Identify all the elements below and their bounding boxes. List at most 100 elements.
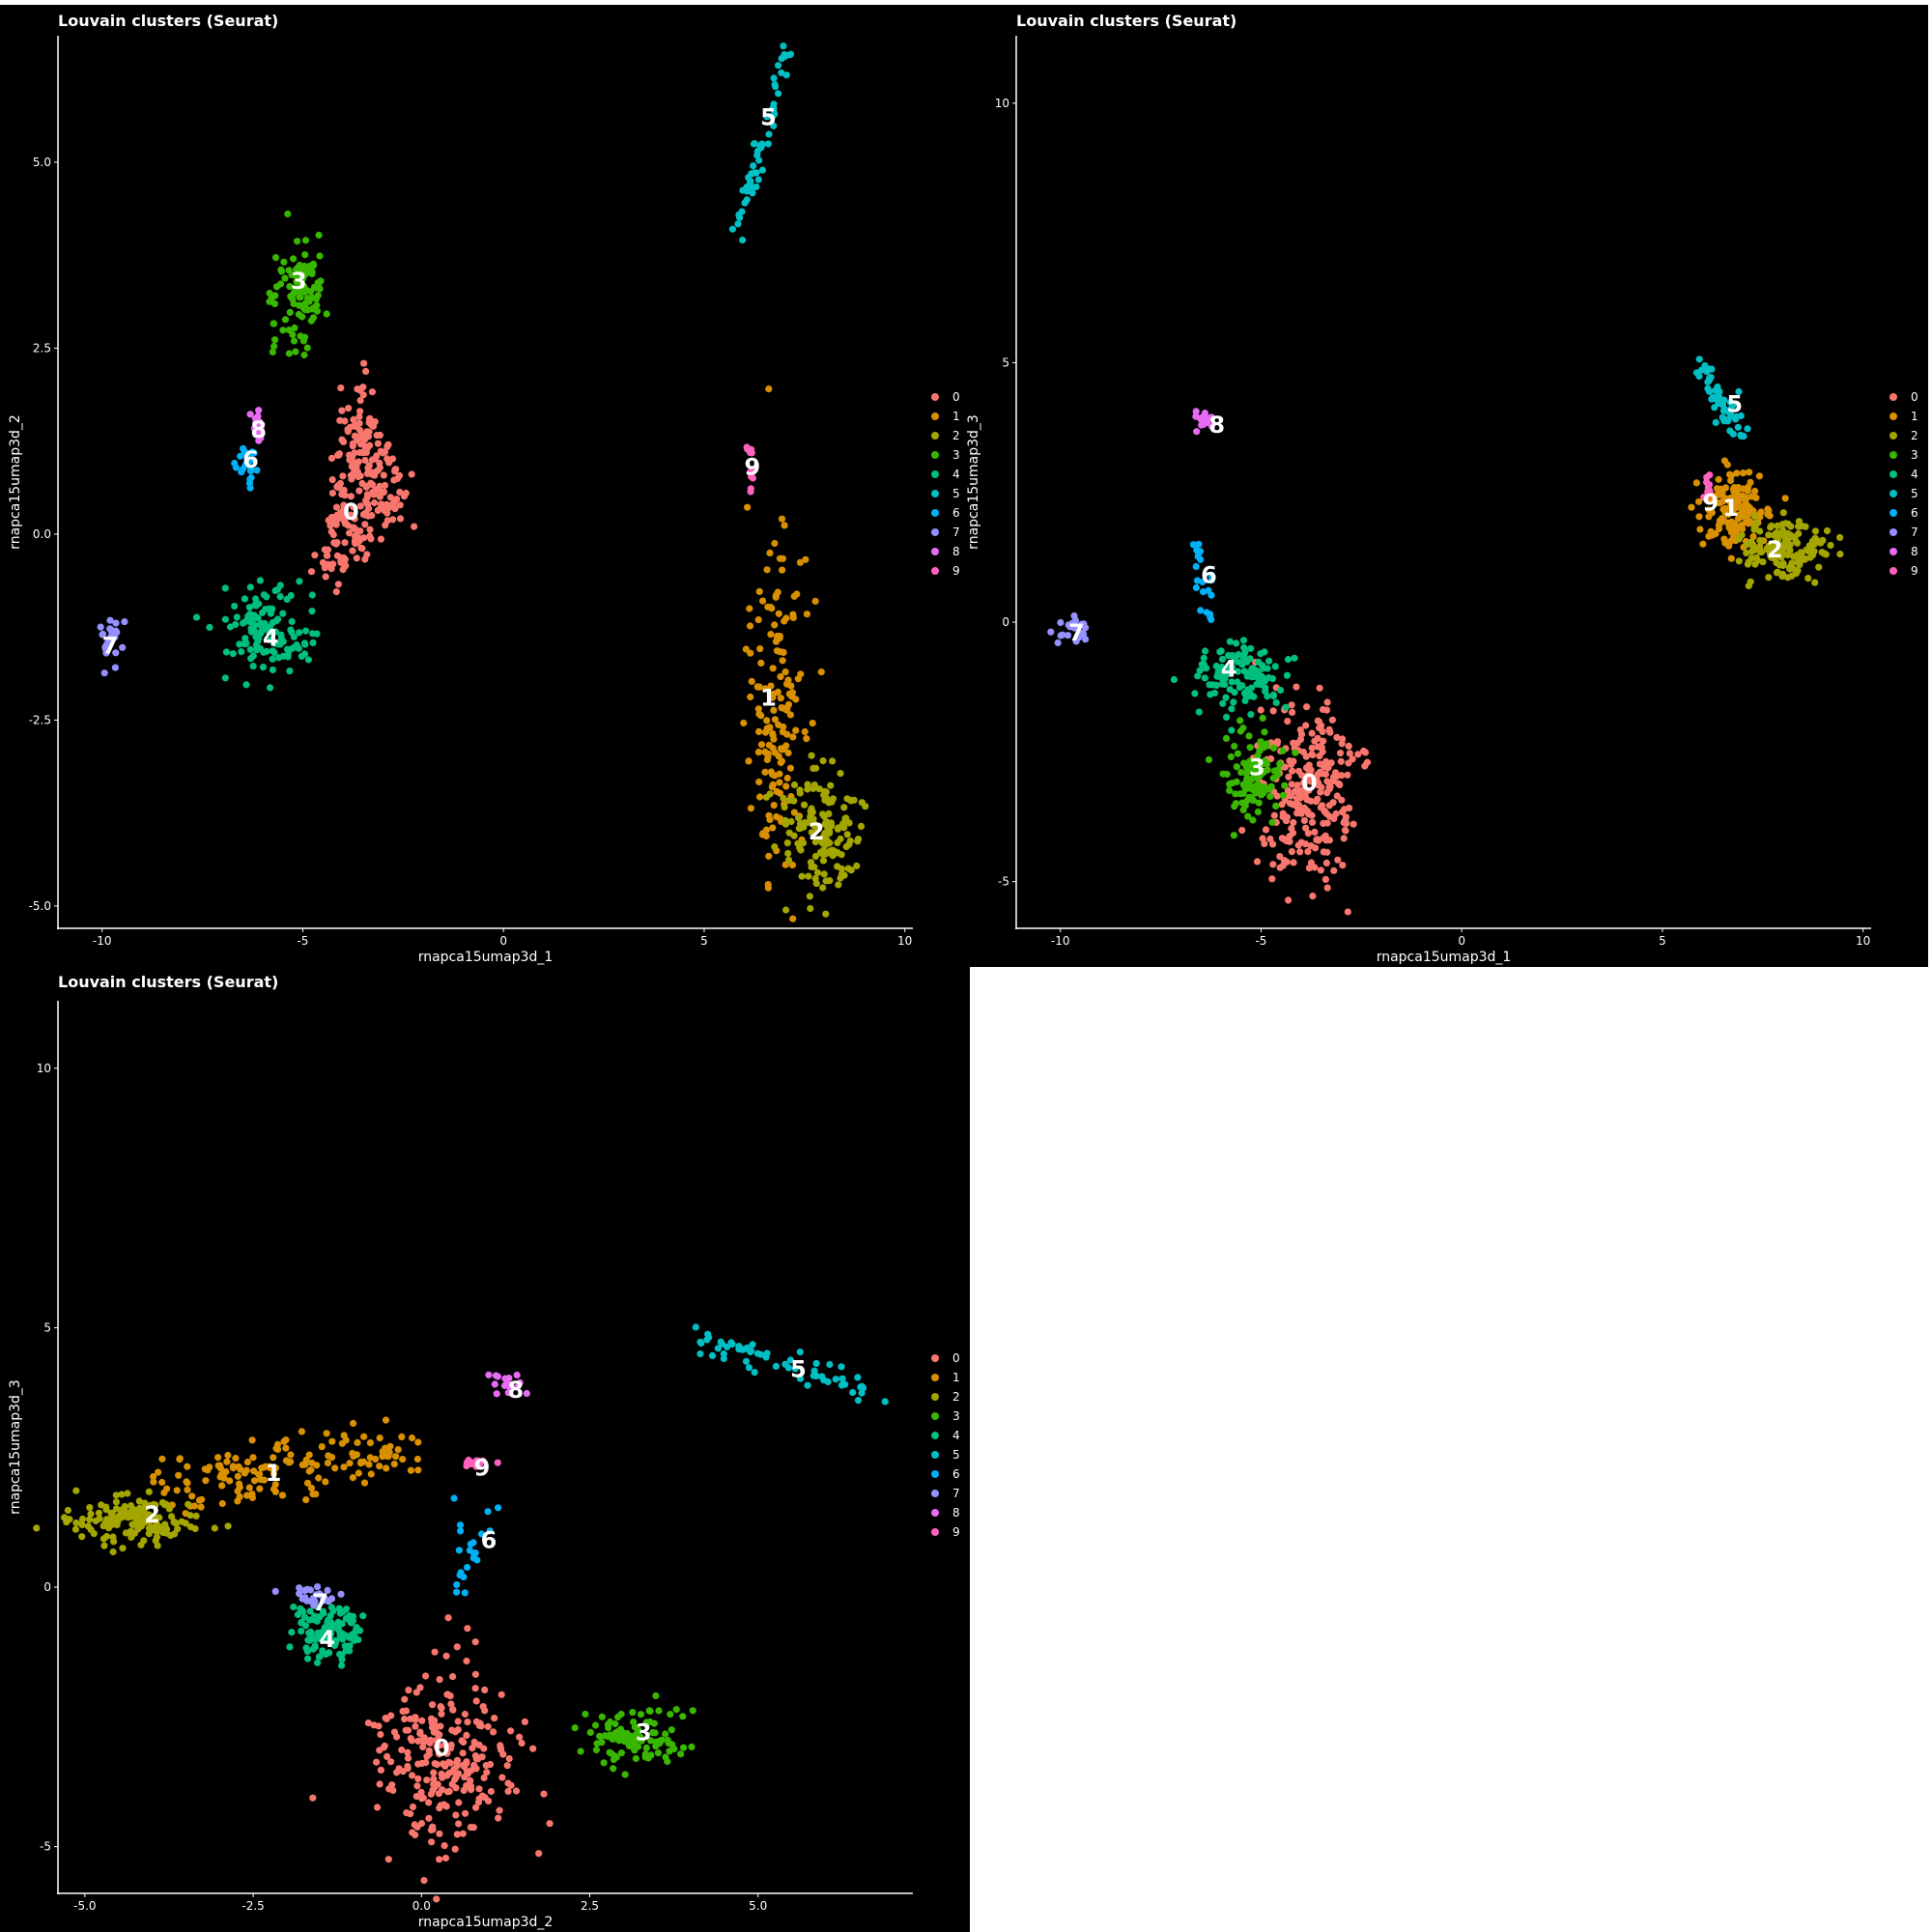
legend-swatch bbox=[931, 1374, 939, 1381]
cluster-1-point bbox=[323, 1430, 330, 1437]
cluster-9-point bbox=[748, 467, 755, 474]
cluster-0-point bbox=[481, 1686, 489, 1693]
cluster-0-point bbox=[423, 1752, 431, 1760]
cluster-4-point bbox=[1223, 713, 1231, 722]
cluster-0-point bbox=[448, 1780, 456, 1788]
cluster-0-point bbox=[405, 1687, 412, 1694]
cluster-0-point bbox=[1285, 896, 1293, 904]
cluster-4-point bbox=[1239, 652, 1247, 660]
cluster-4-point bbox=[1218, 655, 1227, 664]
cluster-4-point bbox=[1191, 690, 1199, 697]
cluster-4-point bbox=[266, 636, 273, 644]
cluster-5-point bbox=[708, 1351, 717, 1359]
cluster-0-point bbox=[1323, 884, 1331, 892]
cluster-5-point bbox=[696, 1338, 704, 1346]
cluster-0-point bbox=[1320, 848, 1327, 856]
cluster-0-point bbox=[1289, 829, 1297, 837]
cluster-2-point bbox=[1778, 548, 1786, 555]
cluster-5-point bbox=[1724, 408, 1732, 415]
cluster-3-point bbox=[606, 1748, 613, 1756]
cluster-1-point bbox=[223, 1458, 231, 1465]
cluster-2-point bbox=[1836, 533, 1844, 542]
cluster-0-point bbox=[1303, 703, 1311, 711]
cluster-5-point bbox=[1726, 398, 1734, 406]
cluster-0-point bbox=[487, 1787, 495, 1796]
cluster-1-point bbox=[301, 1461, 309, 1468]
cluster-2-point bbox=[174, 1525, 182, 1533]
cluster-2-point bbox=[153, 1533, 161, 1541]
cluster-0-point bbox=[1320, 819, 1327, 828]
cluster-1-point bbox=[260, 1463, 268, 1471]
cluster-3-point bbox=[598, 1713, 607, 1720]
cluster-2-point bbox=[819, 757, 827, 765]
cluster-7-point bbox=[1064, 632, 1072, 639]
cluster-2-point bbox=[128, 1520, 136, 1528]
legend: 0 1 2 3 4 5 6 7 8 9 bbox=[931, 390, 960, 578]
cluster-1-point bbox=[245, 1484, 253, 1492]
cluster-1-point bbox=[770, 690, 778, 698]
cluster-2-point bbox=[119, 1545, 127, 1552]
cluster-4-point bbox=[229, 650, 237, 658]
cluster-1-point bbox=[1688, 503, 1695, 511]
cluster-0-point bbox=[436, 1731, 443, 1739]
cluster-1-point bbox=[376, 1463, 384, 1470]
cluster-0-point bbox=[1304, 830, 1312, 838]
cluster-2-point bbox=[1794, 552, 1802, 559]
cluster-1-point bbox=[318, 1443, 326, 1451]
cluster-2-point bbox=[128, 1505, 136, 1513]
cluster-4-point bbox=[309, 1645, 317, 1653]
y-tick-label: 2.5 bbox=[33, 341, 51, 355]
legend-label: 6 bbox=[952, 506, 960, 520]
cluster-0-point bbox=[345, 405, 353, 412]
cluster-7-point bbox=[314, 1583, 322, 1591]
cluster-3-point bbox=[280, 258, 288, 266]
cluster-0-point bbox=[373, 432, 381, 440]
cluster-5-point bbox=[756, 1350, 765, 1358]
cluster-2-point bbox=[1750, 512, 1758, 520]
legend-label: 0 bbox=[952, 390, 960, 404]
cluster-label: 5 bbox=[790, 1355, 807, 1382]
cluster-label: 3 bbox=[291, 268, 307, 295]
cluster-0-point bbox=[1338, 796, 1346, 804]
cluster-1-point bbox=[770, 735, 778, 743]
cluster-0-point bbox=[399, 1768, 407, 1776]
cluster-3-point bbox=[645, 1707, 653, 1715]
cluster-4-point bbox=[250, 611, 258, 619]
cluster-2-point bbox=[798, 872, 806, 880]
legend-swatch bbox=[931, 548, 939, 555]
cluster-3-point bbox=[290, 337, 298, 345]
y-tick-label: 5 bbox=[1002, 355, 1009, 369]
cluster-3-point bbox=[647, 1751, 655, 1759]
cluster-5-point bbox=[747, 1348, 754, 1356]
cluster-3-point bbox=[294, 238, 301, 245]
cluster-0-point bbox=[451, 1728, 460, 1736]
cluster-0-point bbox=[391, 466, 399, 473]
cluster-2-point bbox=[95, 1509, 102, 1517]
legend: 0 1 2 3 4 5 6 7 8 9 bbox=[931, 1351, 960, 1539]
cluster-8-point bbox=[504, 1389, 512, 1397]
cluster-0-point bbox=[362, 448, 370, 456]
cluster-0-point bbox=[355, 426, 364, 434]
cluster-4-point bbox=[300, 650, 309, 658]
cluster-3-point bbox=[1242, 763, 1250, 771]
cluster-5-point bbox=[772, 1362, 781, 1370]
cluster-0-point bbox=[507, 1727, 515, 1735]
cluster-0-point bbox=[462, 1809, 469, 1817]
cluster-1-point bbox=[771, 621, 779, 629]
cluster-2-point bbox=[808, 863, 815, 871]
cluster-3-point bbox=[642, 1744, 650, 1751]
cluster-1-point bbox=[394, 1446, 402, 1454]
legend-label: 4 bbox=[1911, 468, 1918, 481]
cluster-1-point bbox=[346, 1460, 354, 1467]
cluster-0-point bbox=[475, 1741, 483, 1748]
cluster-1-point bbox=[155, 1468, 162, 1476]
cluster-5-point bbox=[763, 1350, 771, 1357]
cluster-4-point bbox=[1226, 669, 1234, 677]
cluster-4-point bbox=[1206, 681, 1213, 689]
cluster-5-point bbox=[751, 1369, 758, 1377]
cluster-0-point bbox=[1286, 757, 1293, 765]
cluster-1-point bbox=[762, 826, 771, 834]
cluster-0-point bbox=[399, 1707, 407, 1716]
cluster-4-point bbox=[245, 604, 253, 611]
cluster-2-point bbox=[1819, 536, 1827, 545]
